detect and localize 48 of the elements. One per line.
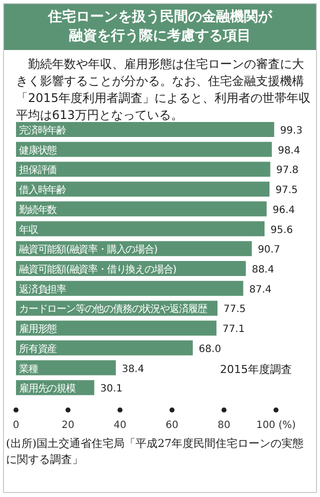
y-tick-label: 返済負担率: [19, 283, 67, 296]
bar: [16, 280, 244, 296]
data-label: 95.6: [270, 224, 293, 236]
data-label: 88.4: [252, 264, 274, 276]
y-tick-label: 雇用形態: [19, 323, 58, 336]
chart-subtitle: 勤続年数や年収、雇用形態は住宅ローンの審査に大きく影響することが分かる。なお、住宅金融支援機構「2015年度利用者調査」によると、利用者の世帯年収平均は613万円となっている。: [16, 56, 312, 124]
y-tick-label: カードローン等の他の債務の状況や返済履歴: [19, 303, 208, 316]
x-tick-label: 0: [12, 420, 20, 431]
x-tick-label: 100 (%): [256, 420, 296, 431]
y-tick-label: 借入時年齢: [19, 184, 67, 196]
data-label: 68.0: [198, 344, 222, 355]
y-tick-label: 融資可能額(融資率・借り換えの場合): [19, 264, 177, 276]
bar: [16, 360, 116, 376]
data-label: 99.3: [280, 126, 302, 136]
y-tick-label: 所有資産: [19, 342, 58, 355]
x-tick-label: 40: [114, 420, 126, 431]
bar: [16, 162, 270, 177]
data-label: 38.4: [122, 364, 144, 375]
y-tick-label: 勤続年数: [19, 204, 58, 216]
y-tick-label: 健康状態: [19, 144, 58, 156]
bar: [16, 221, 265, 236]
chart-title: 住宅ローンを扱う民間の金融機関が融資を行う際に考慮する項目: [4, 4, 316, 50]
bar: [16, 201, 267, 216]
data-label: 77.5: [224, 304, 246, 316]
bar: [16, 340, 193, 356]
y-tick-label: 担保評価: [19, 164, 58, 176]
y-tick-label: 融資可能額(融資率・購入の場合): [19, 244, 158, 256]
data-label: 96.4: [272, 204, 295, 216]
annotation: 2015年度調査: [220, 362, 292, 377]
data-label: 77.1: [222, 324, 245, 336]
data-label: 98.4: [278, 145, 300, 156]
data-label: 87.4: [249, 284, 272, 296]
bar: [16, 142, 272, 157]
bar: [16, 182, 270, 197]
text: (出所)国土交通省住宅局「平成27年度民間住宅ローンの実態に関する調査」: [6, 436, 305, 468]
y-tick-label: 雇用先の規模: [19, 382, 76, 395]
data-label: 97.8: [276, 165, 299, 176]
y-tick-label: 業種: [19, 362, 38, 375]
bar: [16, 320, 216, 336]
y-tick-label: 完済時年齢: [19, 124, 67, 136]
bar: [16, 122, 274, 137]
y-tick-label: 年収: [19, 224, 38, 236]
data-label: 90.7: [258, 244, 280, 256]
x-tick-label: 80: [218, 420, 230, 431]
data-label: 30.1: [100, 384, 123, 395]
x-tick-label: 20: [62, 420, 74, 431]
x-tick-label: 60: [166, 420, 178, 431]
data-label: 97.5: [276, 185, 298, 196]
